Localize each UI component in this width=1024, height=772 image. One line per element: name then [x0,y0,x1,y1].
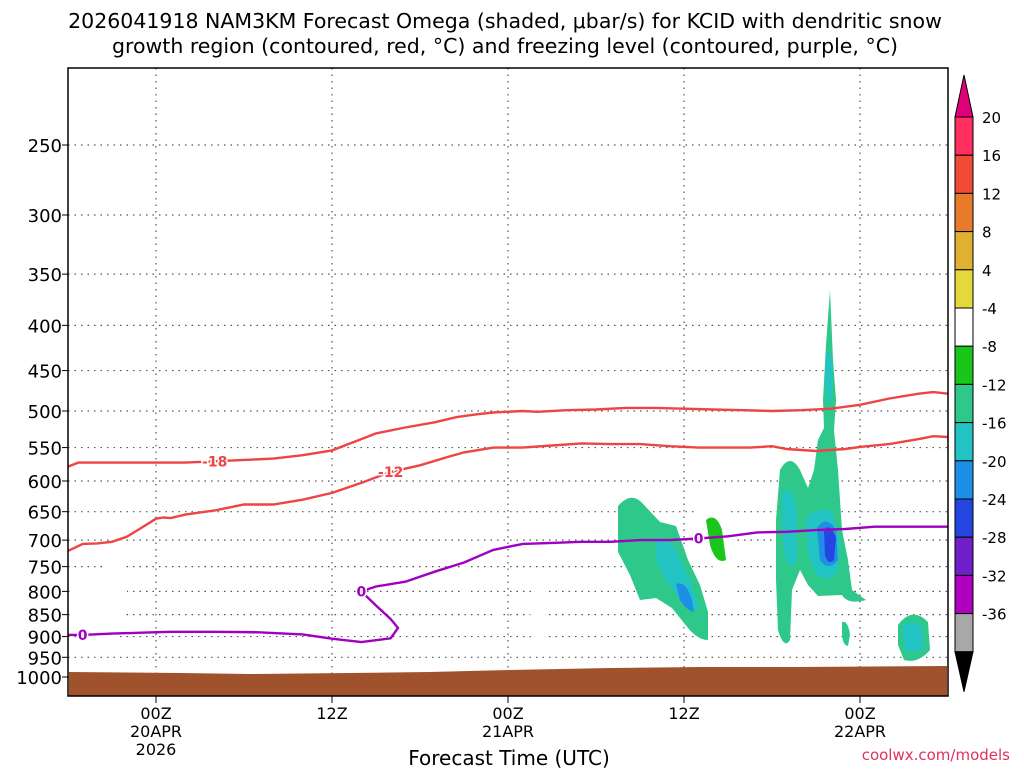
x-tick-label: 2026 [136,740,177,759]
x-tick-label: 21APR [482,722,534,741]
colorbar-swatch [954,383,974,424]
omega-upward-shading [902,622,924,652]
y-tick-label: 850 [28,606,62,627]
colorbar-legend: 20 16 12 8 4 -4 -8 -12 -16 -20 -24 -28 -32 -36 [954,74,1007,692]
colorbar-swatch [954,154,974,194]
contour-label: 0 [356,584,366,600]
x-tick-label: 12Z [668,704,699,723]
colorbar-bottom-arrow [954,651,974,692]
site-credit: coolwx.com/models [862,746,1010,764]
x-tick-label: 00Z [140,704,171,723]
y-tick-label: 550 [28,439,62,460]
y-tick-label: 450 [28,362,62,383]
contour-label: -12 [378,465,403,481]
colorbar-swatch [954,422,974,462]
colorbar-label: -24 [982,491,1007,509]
contour-label: 0 [78,628,88,644]
y-tick-label: 900 [28,628,62,649]
colorbar-swatch [954,460,974,500]
colorbar-swatch [954,116,974,156]
x-tick-label: 22APR [834,722,886,741]
omega-upward-shading [825,351,833,405]
colorbar-label: -4 [982,300,997,318]
colorbar-label: 4 [982,262,992,280]
colorbar-label: -28 [982,529,1007,547]
x-tick-label: 20APR [130,722,182,741]
contour-line--12 [67,434,949,552]
y-tick-label: 400 [28,316,62,337]
omega-upward-shading [888,586,895,612]
colorbar-label: 8 [982,224,992,242]
colorbar-swatch [954,574,974,615]
colorbar-swatch [954,269,974,309]
x-axis-label: Forecast Time (UTC) [408,746,610,768]
chart-title-line2: growth region (contoured, red, °C) and f… [112,34,898,58]
x-tick-label: 12Z [316,704,347,723]
colorbar-swatch [954,345,974,385]
y-tick-label: 1000 [16,668,62,689]
colorbar-label: 20 [982,109,1001,127]
colorbar-label: -16 [982,415,1007,433]
omega-upward-shading [70,570,127,642]
colorbar-label: -32 [982,567,1007,585]
omega-upward-shading [706,517,726,561]
omega-upward-shading [782,490,797,566]
y-tick-label: 650 [28,503,62,524]
colorbar-swatch [954,498,974,538]
colorbar-label: -36 [982,606,1007,624]
colorbar-label: 16 [982,147,1001,165]
omega-upward-shading [104,538,127,576]
plot-area: 2503003504004505005506006507007508008509… [16,67,949,759]
y-tick-label: 350 [28,265,62,286]
colorbar-swatch [954,307,974,347]
y-tick-label: 600 [28,472,62,493]
omega-upward-shading [492,609,502,621]
y-tick-label: 700 [28,531,62,552]
omega-upward-shading [676,583,694,612]
colorbar-swatch [954,231,974,271]
colorbar-label: -12 [982,376,1007,394]
y-tick-label: 950 [28,648,62,669]
contour-label: -18 [202,454,227,470]
colorbar-label: -20 [982,453,1007,471]
omega-upward-shading [451,626,470,634]
colorbar-swatch [954,613,974,653]
y-tick-label: 500 [28,402,62,423]
plot-frame [67,67,949,697]
colorbar-swatch [954,192,974,233]
x-tick-label: 00Z [844,704,875,723]
omega-upward-shading [801,579,810,612]
x-tick-label: 00Z [492,704,523,723]
contour-label: 0 [694,531,704,547]
colorbar-label: -8 [982,338,997,356]
omega-upward-shading [460,564,468,598]
colorbar-swatch [954,536,974,576]
y-tick-label: 800 [28,582,62,603]
omega-upward-shading [776,290,866,644]
omega-upward-shading [842,621,850,646]
omega-upward-shading [824,527,836,563]
y-tick-label: 300 [28,206,62,227]
colorbar-label: 12 [982,185,1001,203]
contour-line--18 [67,390,949,468]
y-tick-label: 250 [28,136,62,157]
y-tick-label: 750 [28,558,62,579]
omega-upward-shading [529,567,548,654]
contour-line-0 [68,525,948,644]
ground-terrain [69,666,947,696]
chart-title-line1: 2026041918 NAM3KM Forecast Omega (shaded… [68,9,942,33]
